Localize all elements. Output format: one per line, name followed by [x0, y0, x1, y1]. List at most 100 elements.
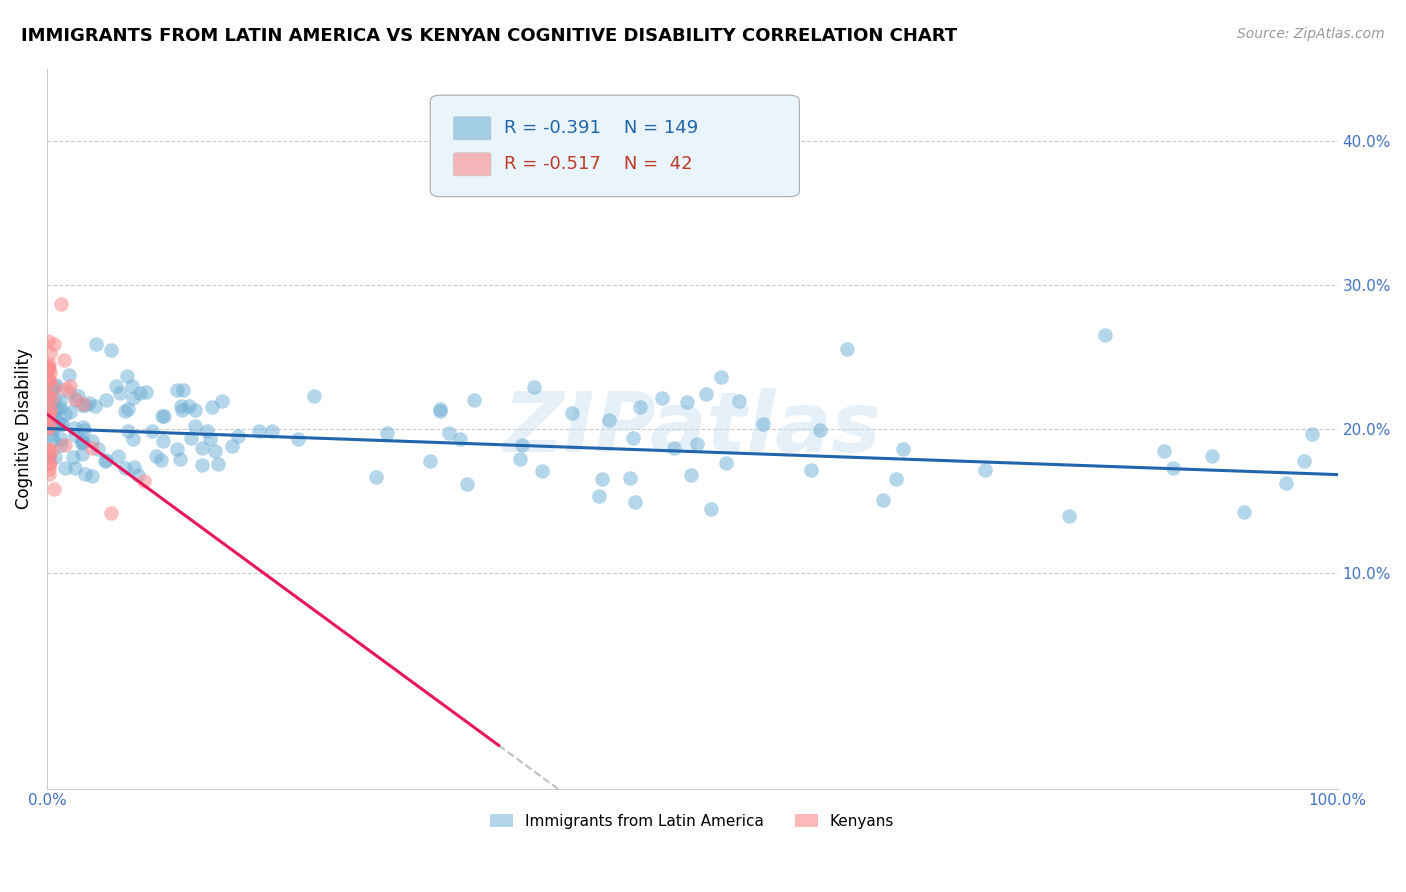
- Point: [651, 391, 673, 405]
- Point: [38, 467, 60, 481]
- Point: [114, 404, 136, 418]
- Point: [72, 397, 94, 411]
- Point: [87, 442, 110, 456]
- Point: [121, 379, 143, 393]
- Point: [38, 449, 60, 463]
- Point: [44, 381, 66, 395]
- Point: [38, 374, 60, 388]
- Point: [150, 452, 173, 467]
- Point: [304, 389, 326, 403]
- Point: [623, 495, 645, 509]
- Point: [44, 380, 66, 394]
- Point: [884, 472, 907, 486]
- Point: [262, 424, 284, 438]
- Point: [48, 415, 70, 429]
- Point: [695, 386, 717, 401]
- Point: [132, 474, 155, 488]
- Point: [437, 426, 460, 441]
- Point: [49, 394, 72, 409]
- Point: [55, 382, 77, 396]
- Point: [44, 450, 66, 464]
- Point: [145, 449, 167, 463]
- Point: [177, 399, 200, 413]
- Point: [45, 377, 67, 392]
- Point: [1153, 444, 1175, 458]
- Point: [152, 409, 174, 423]
- Point: [62, 421, 84, 435]
- Point: [93, 454, 115, 468]
- Point: [114, 460, 136, 475]
- Point: [117, 424, 139, 438]
- Point: [375, 425, 398, 440]
- Point: [121, 392, 143, 406]
- Point: [598, 413, 620, 427]
- Point: [72, 447, 94, 461]
- Point: [72, 423, 94, 437]
- Point: [41, 434, 63, 448]
- Legend: Immigrants from Latin America, Kenyans: Immigrants from Latin America, Kenyans: [484, 807, 900, 835]
- Point: [38, 388, 60, 402]
- Point: [662, 442, 685, 456]
- Point: [38, 456, 60, 470]
- Point: [77, 396, 100, 410]
- Point: [531, 464, 554, 478]
- Point: [681, 467, 703, 482]
- Point: [37, 442, 59, 456]
- Point: [150, 409, 173, 423]
- Point: [1059, 509, 1081, 524]
- Point: [170, 399, 193, 413]
- Point: [710, 370, 733, 384]
- Point: [38, 397, 60, 411]
- Point: [37, 334, 59, 348]
- Point: [42, 404, 65, 418]
- Point: [75, 398, 97, 412]
- Point: [891, 442, 914, 456]
- Point: [621, 431, 644, 445]
- Point: [207, 457, 229, 471]
- Point: [37, 372, 59, 386]
- Point: [172, 383, 194, 397]
- Point: [58, 384, 80, 399]
- Point: [128, 386, 150, 401]
- Point: [619, 470, 641, 484]
- Point: [1094, 327, 1116, 342]
- Point: [65, 392, 87, 406]
- Point: [628, 400, 651, 414]
- Point: [39, 404, 62, 418]
- Point: [837, 343, 859, 357]
- Point: [127, 468, 149, 483]
- Point: [38, 449, 60, 463]
- Point: [561, 407, 583, 421]
- Point: [38, 402, 60, 417]
- Point: [184, 419, 207, 434]
- Point: [1301, 426, 1323, 441]
- Point: [122, 460, 145, 475]
- Point: [37, 409, 59, 423]
- Point: [39, 408, 62, 422]
- Point: [44, 419, 66, 434]
- FancyBboxPatch shape: [454, 117, 491, 140]
- Point: [872, 493, 894, 508]
- Point: [52, 352, 75, 367]
- Point: [509, 451, 531, 466]
- Point: [65, 393, 87, 408]
- Point: [72, 420, 94, 434]
- Point: [38, 357, 60, 371]
- Point: [53, 461, 76, 475]
- Point: [66, 389, 89, 403]
- Point: [38, 373, 60, 387]
- Point: [221, 439, 243, 453]
- FancyBboxPatch shape: [430, 95, 800, 196]
- Point: [1292, 454, 1315, 468]
- Point: [700, 502, 723, 516]
- Point: [201, 400, 224, 414]
- Point: [72, 434, 94, 449]
- Point: [135, 384, 157, 399]
- Point: [152, 434, 174, 448]
- Point: [366, 470, 388, 484]
- Point: [42, 411, 65, 425]
- Point: [62, 450, 84, 464]
- Point: [75, 467, 97, 482]
- Point: [42, 482, 65, 496]
- Point: [180, 431, 202, 445]
